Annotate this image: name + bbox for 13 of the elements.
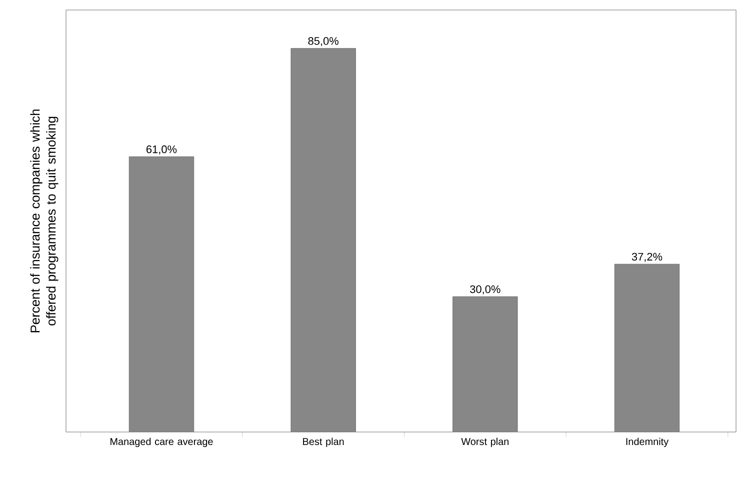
bar — [290, 48, 356, 432]
x-tick-label: Indemnity — [626, 438, 669, 448]
data-label: 30,0% — [470, 285, 500, 294]
data-label: 37,2% — [632, 252, 662, 262]
x-tick-label: Worst plan — [461, 438, 508, 448]
data-label: 85,0% — [308, 37, 338, 46]
x-tick-label: Managed care average — [110, 438, 213, 448]
bar — [452, 296, 518, 432]
x-tick-label: Best plan — [303, 438, 344, 448]
bar — [128, 156, 194, 432]
y-axis-title: Percent of insurance companies which offered programmes to quit smoking — [30, 110, 58, 332]
bar — [614, 264, 680, 432]
data-label: 61,0% — [146, 145, 177, 154]
